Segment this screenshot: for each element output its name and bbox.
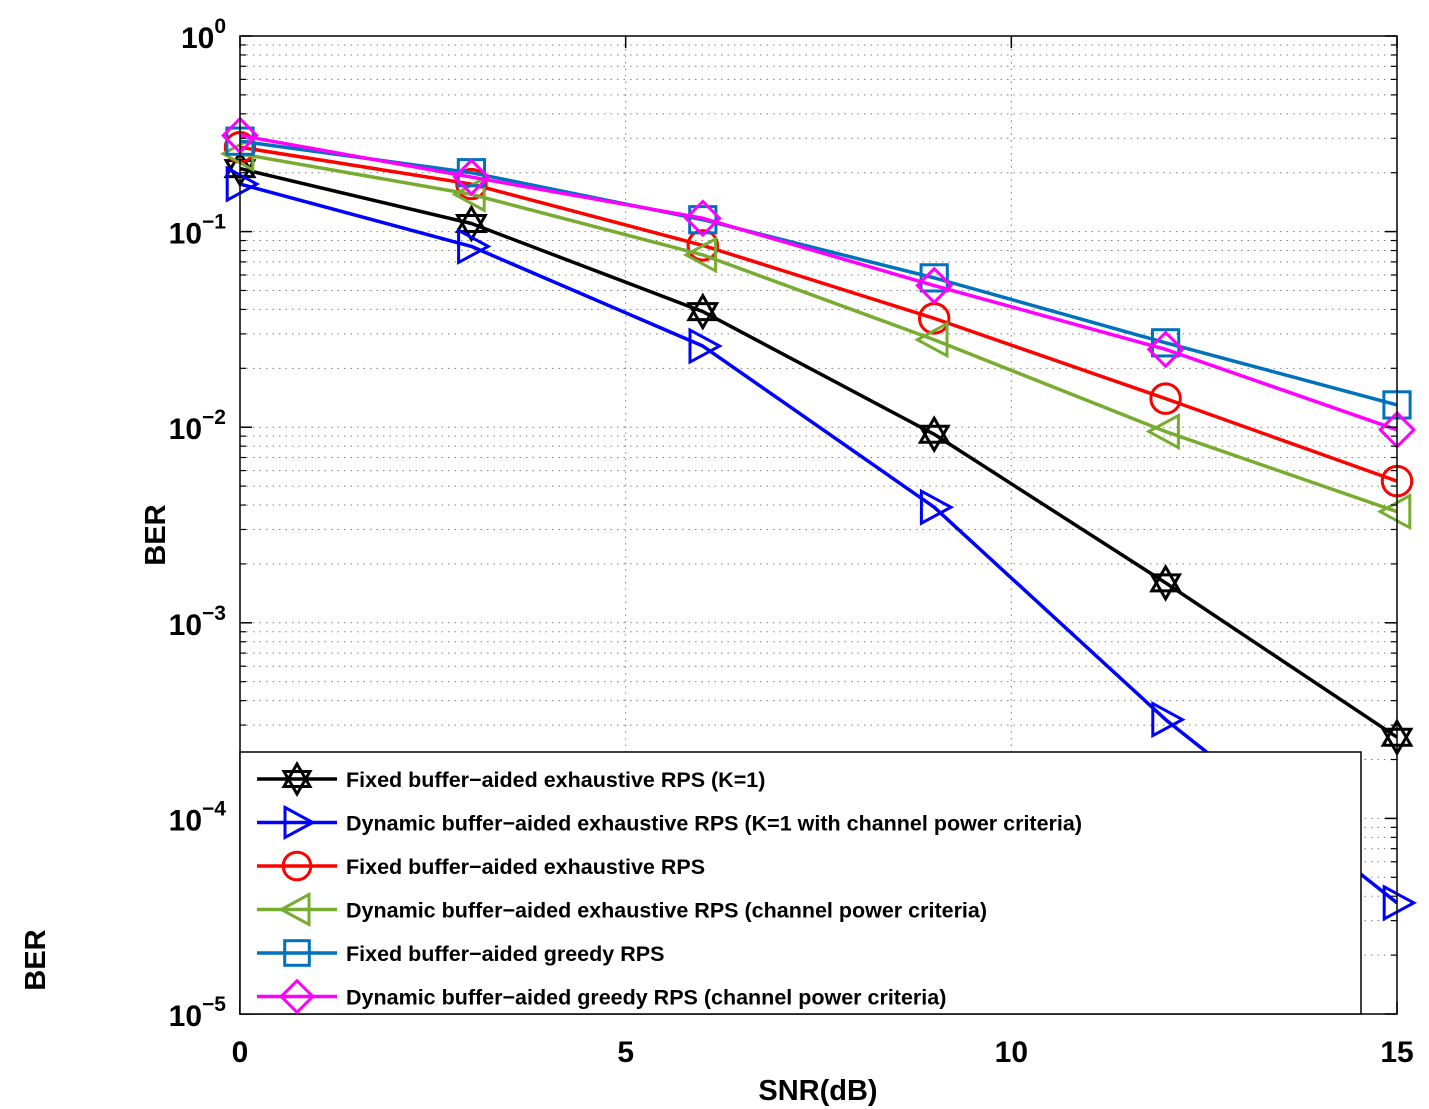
series-line xyxy=(239,182,1399,905)
legend-item: Dynamic buffer−aided exhaustive RPS (K=1… xyxy=(257,804,1082,841)
y-tick-label: 10−2 xyxy=(169,406,226,446)
legend-item: Dynamic buffer−aided greedy RPS (channel… xyxy=(257,978,946,1015)
y-tick-label: 10−3 xyxy=(169,602,226,642)
data-point xyxy=(281,761,313,788)
legend-item: Fixed buffer−aided exhaustive RPS (K=1) xyxy=(257,761,765,797)
y-tick-label: 10−4 xyxy=(169,797,227,837)
data-point xyxy=(454,204,488,234)
data-point xyxy=(686,229,720,262)
y-axis-label-outer: BER xyxy=(20,929,52,990)
x-tick-label: 15 xyxy=(1380,1036,1413,1069)
x-tick-label: 10 xyxy=(995,1036,1028,1069)
data-point xyxy=(454,214,488,243)
legend-item: Dynamic buffer−aided exhaustive RPS (cha… xyxy=(257,891,987,928)
data-point xyxy=(1149,382,1182,415)
axis-ticks: 0 5 10 15 100 10−1 10−2 10−3 10−4 10−5 xyxy=(169,15,1414,1069)
legend-label: Fixed buffer−aided exhaustive RPS (K=1) xyxy=(346,768,765,792)
data-point xyxy=(686,302,720,331)
series-line xyxy=(239,139,1398,407)
x-tick-label: 0 xyxy=(232,1036,249,1069)
y-tick-label: 100 xyxy=(181,15,226,55)
data-point xyxy=(919,488,955,526)
series-line xyxy=(239,152,1398,514)
data-point xyxy=(686,292,720,322)
y-tick-label: 10−5 xyxy=(169,993,227,1033)
series xyxy=(220,135,1412,531)
legend-label: Dynamic buffer−aided exhaustive RPS (K=1… xyxy=(346,812,1082,836)
data-point xyxy=(917,415,951,444)
legend-item: Fixed buffer−aided greedy RPS xyxy=(257,939,664,967)
data-point xyxy=(278,891,311,928)
legend-label: Dynamic buffer−aided greedy RPS (channel… xyxy=(346,986,946,1010)
x-axis-label: SNR(dB) xyxy=(758,1075,877,1107)
legend-label: Fixed buffer−aided greedy RPS xyxy=(346,942,664,966)
legend: Fixed buffer−aided exhaustive RPS (K=1) D… xyxy=(239,751,1362,1015)
data-point xyxy=(1145,413,1180,451)
data-point xyxy=(283,939,311,967)
series-line xyxy=(239,133,1398,432)
data-point xyxy=(457,227,492,265)
data-point xyxy=(688,327,723,365)
data-point xyxy=(452,158,491,196)
data-point xyxy=(281,770,313,797)
data-point xyxy=(1146,330,1185,369)
y-axis-label: BER xyxy=(140,504,172,565)
data-point xyxy=(1149,563,1183,593)
data-point xyxy=(915,266,954,305)
x-tick-label: 5 xyxy=(617,1036,634,1069)
series-line xyxy=(239,145,1398,483)
data-point xyxy=(917,424,951,454)
data-point xyxy=(1150,328,1181,358)
legend-label: Dynamic buffer−aided exhaustive RPS (cha… xyxy=(346,899,987,923)
data-point xyxy=(283,804,316,841)
data-point xyxy=(682,236,718,274)
data-point xyxy=(1151,701,1186,739)
legend-item: Fixed buffer−aided exhaustive RPS xyxy=(257,850,705,882)
data-point xyxy=(225,165,260,203)
series xyxy=(225,165,1417,922)
data-point xyxy=(279,978,315,1015)
data-point xyxy=(1149,573,1183,602)
data-point xyxy=(683,199,722,238)
series-layer xyxy=(220,116,1417,922)
data-point xyxy=(281,850,313,882)
series-line xyxy=(239,166,1398,739)
data-point xyxy=(914,321,949,359)
legend-label: Fixed buffer−aided exhaustive RPS xyxy=(346,855,705,879)
data-point xyxy=(688,205,718,235)
data-point xyxy=(455,167,488,201)
data-point xyxy=(919,263,949,293)
data-point xyxy=(1382,884,1417,922)
y-tick-label: 10−1 xyxy=(169,211,227,251)
legend-box xyxy=(239,751,1362,1015)
data-point xyxy=(1377,493,1412,531)
